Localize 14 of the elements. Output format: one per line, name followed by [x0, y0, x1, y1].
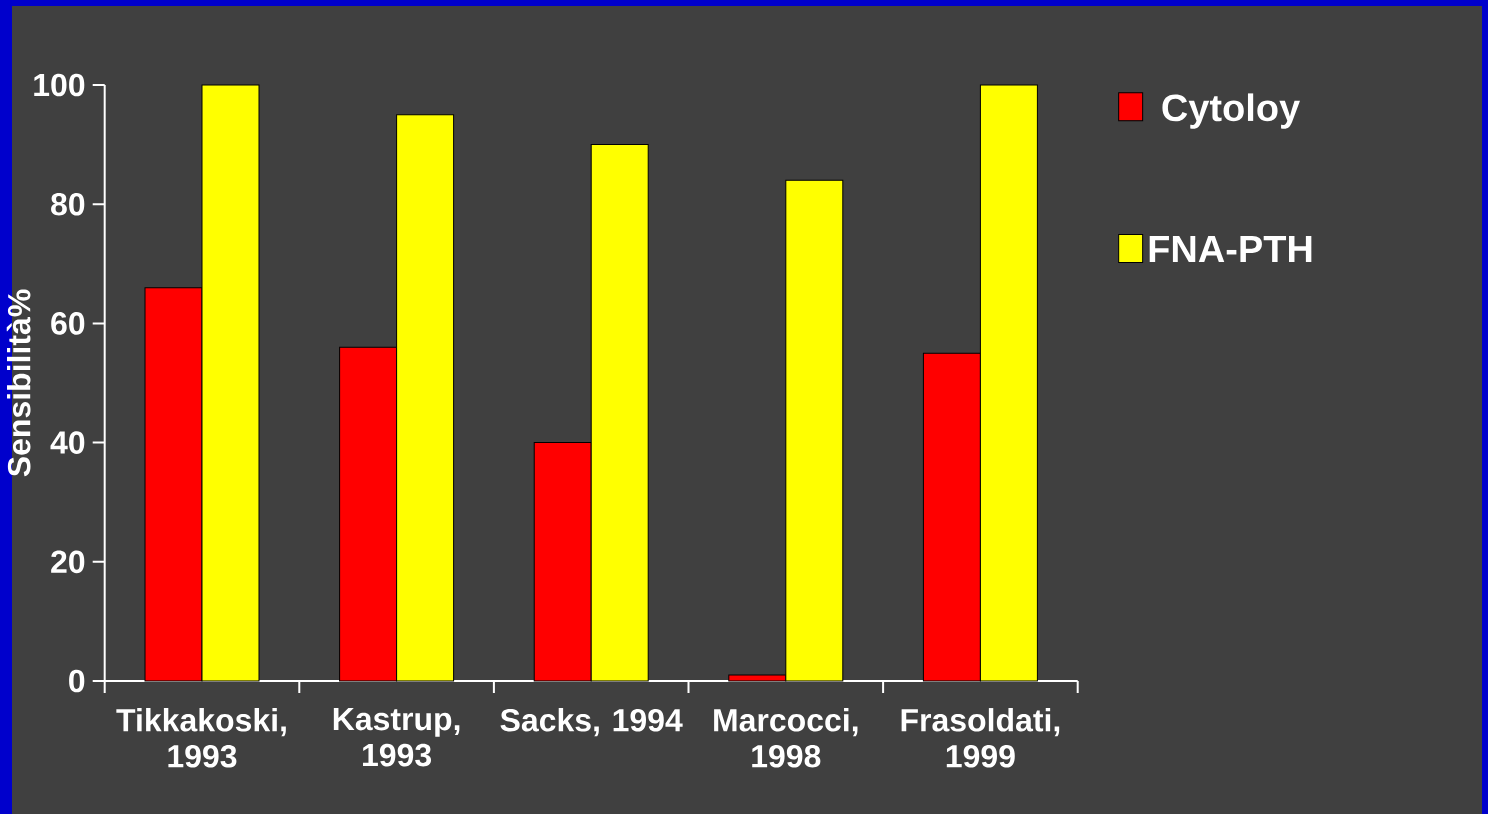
x-tick-label: Kastrup, 1993	[333, 708, 460, 767]
y-tick-label: 0	[69, 669, 85, 693]
y-tick-label: 40	[50, 431, 85, 454]
y-tick-label: 60	[51, 312, 85, 335]
y-tick-label: 80	[51, 192, 85, 216]
x-tick-label: Sacks, 1994	[500, 708, 683, 737]
y-tick-label: 20	[51, 550, 85, 574]
x-tick-label: Frasoldati, 1999	[901, 708, 1060, 768]
y-tick-label: 100	[34, 73, 85, 97]
legend-label: FNA-PTH	[1149, 235, 1312, 263]
x-tick-label: Marcocci, 1998	[714, 708, 858, 768]
legend-label: Cytoloy	[1162, 93, 1300, 129]
x-tick-label: Tikkakoski, 1993	[116, 708, 286, 768]
y-axis-title: Sensibilità%	[6, 289, 31, 477]
